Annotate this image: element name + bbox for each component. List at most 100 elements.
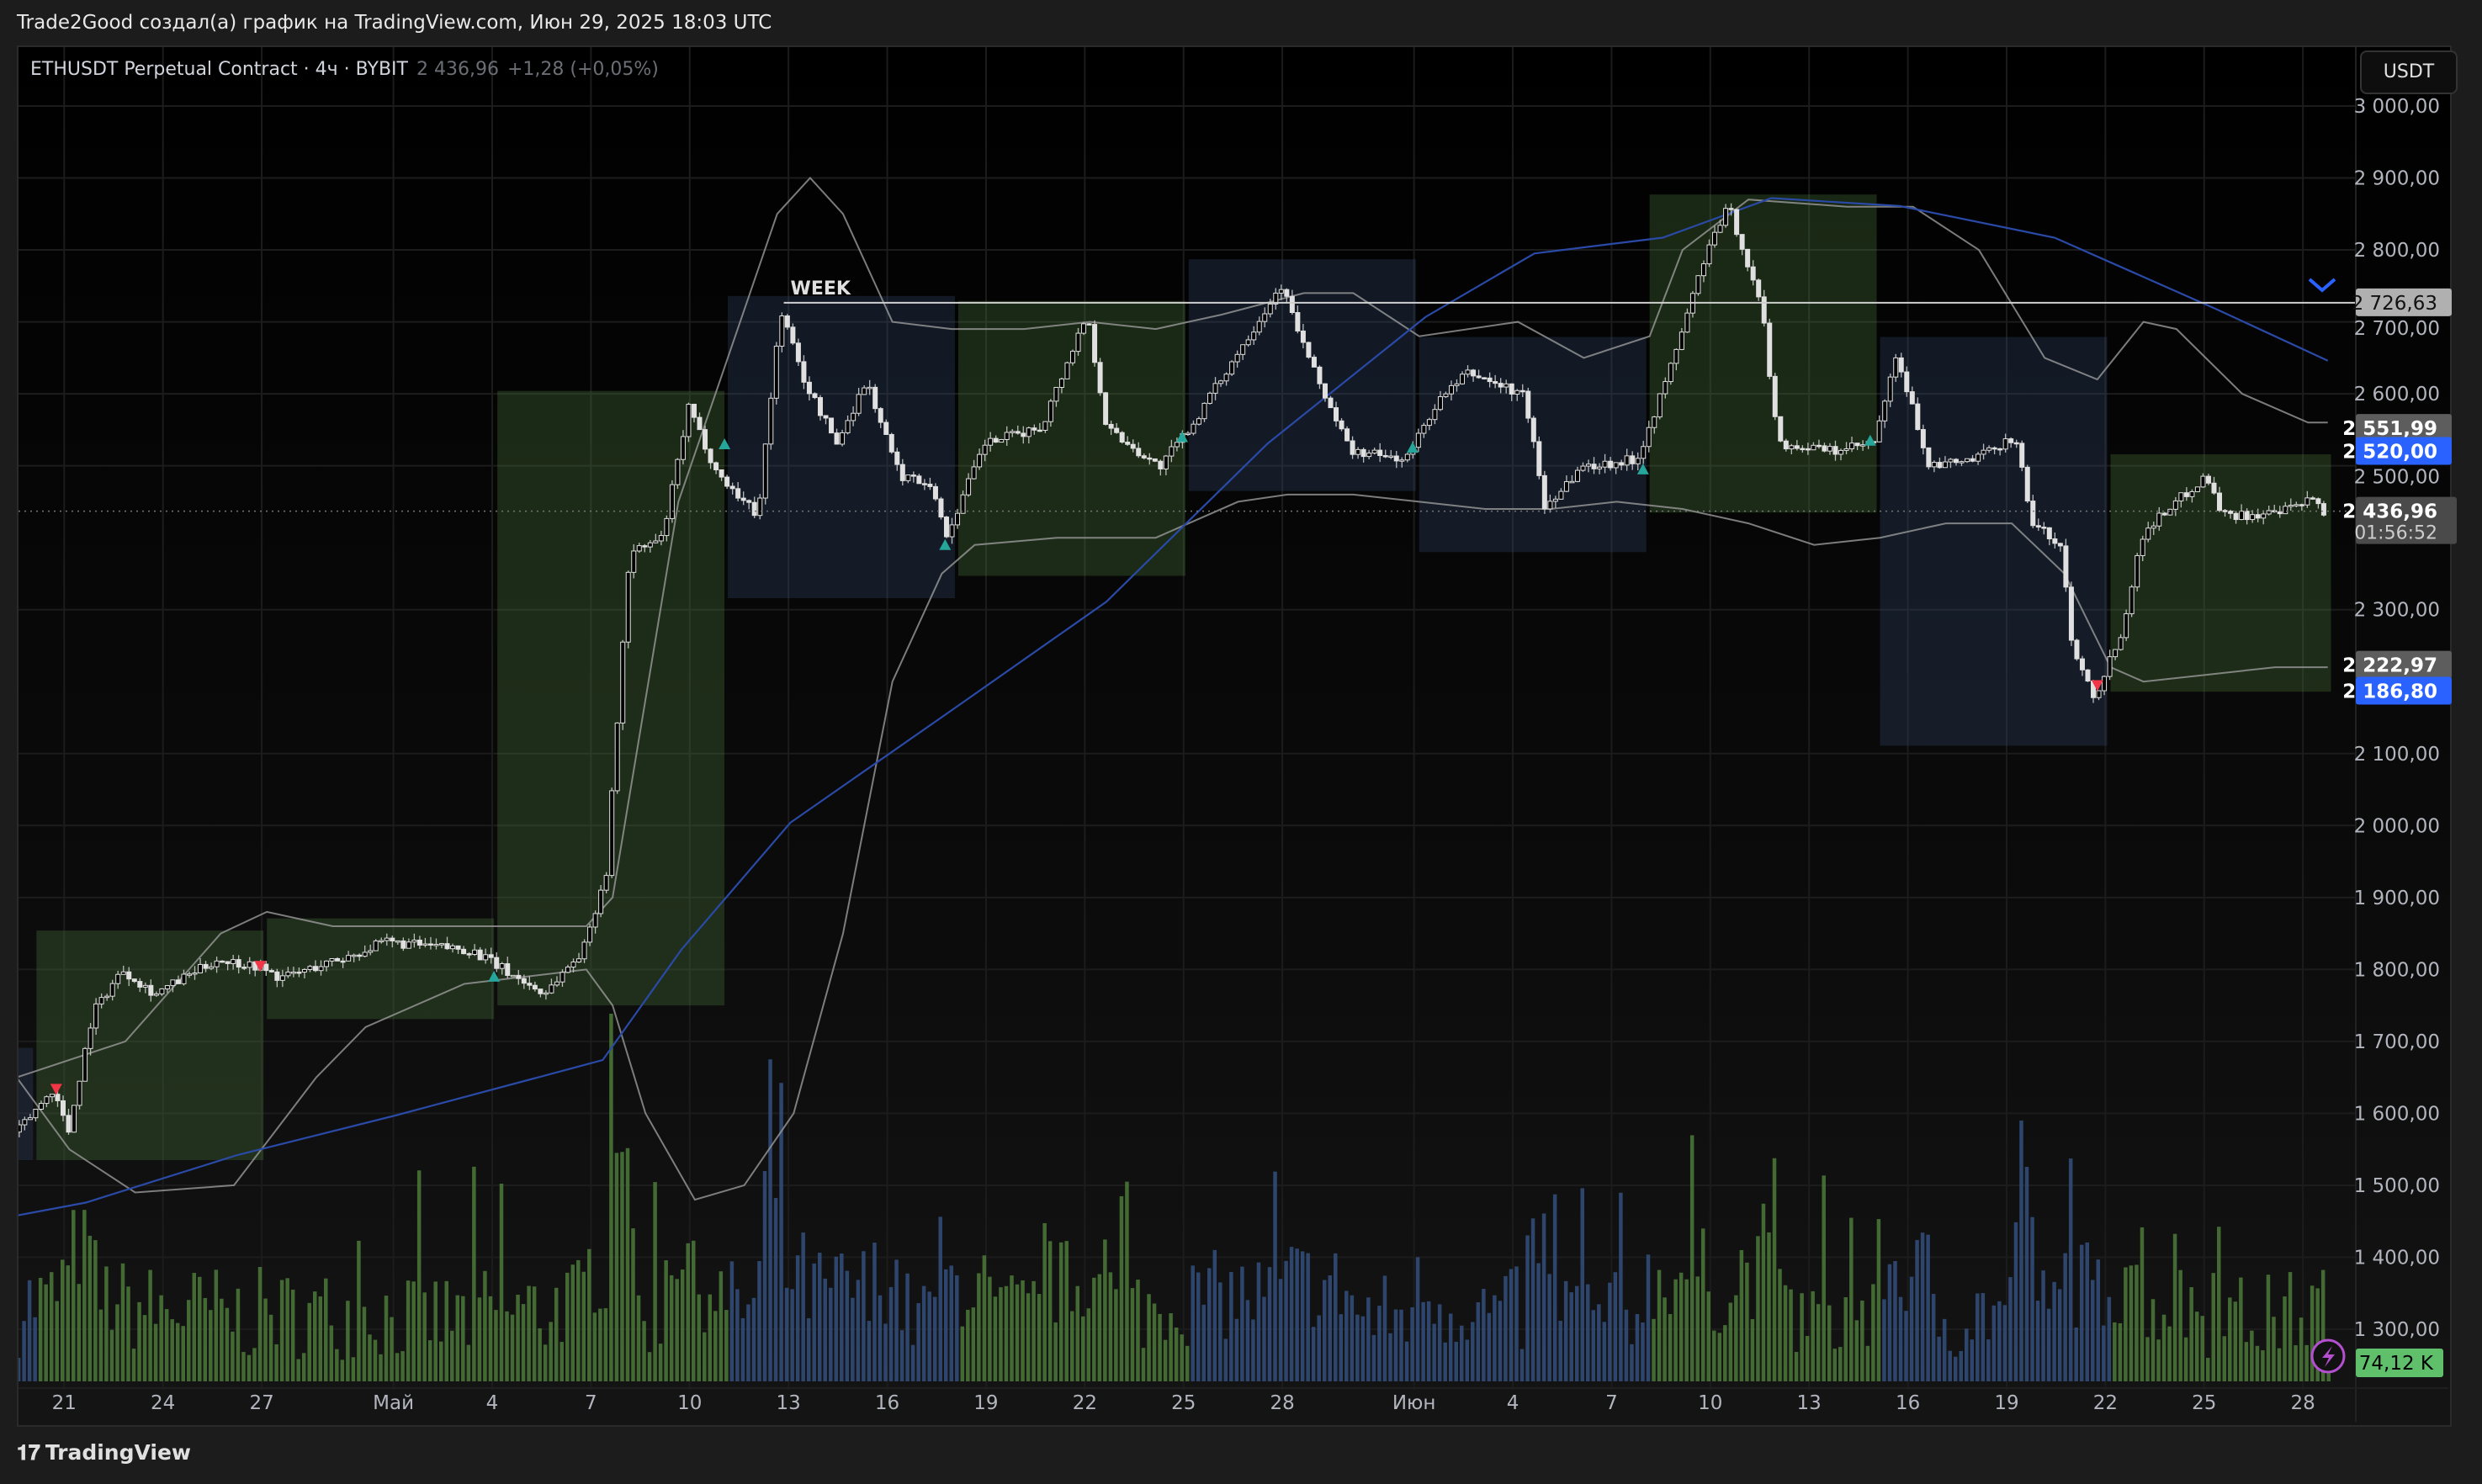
volume-bar xyxy=(1377,1306,1382,1381)
volume-bar xyxy=(1689,1135,1694,1381)
chart-pane[interactable] xyxy=(17,45,2452,1427)
candle-body xyxy=(2288,505,2294,507)
candle-body xyxy=(1739,234,1745,250)
volume-bar xyxy=(384,1296,389,1381)
candle-body xyxy=(2002,438,2008,450)
candle-body xyxy=(164,985,170,989)
candle-body xyxy=(131,978,137,983)
volume-bar xyxy=(312,1291,317,1381)
volume-bar xyxy=(1871,1284,1875,1381)
candle-body xyxy=(1169,446,1175,457)
volume-bar xyxy=(1306,1253,1310,1381)
time-tick-label: 19 xyxy=(973,1392,998,1414)
volume-bar xyxy=(203,1297,208,1381)
price-tick-label: 3 000,00 xyxy=(2354,96,2440,118)
candle-body xyxy=(1311,357,1317,368)
candle-body xyxy=(236,959,241,968)
volume-bar xyxy=(1410,1306,1414,1381)
candle-body xyxy=(1015,431,1021,434)
volume-bar xyxy=(1712,1330,1716,1381)
tv-logo-icon: 𝟏𝟕 xyxy=(17,1440,40,1465)
volume-bar xyxy=(1169,1313,1173,1381)
candle-body xyxy=(1114,427,1120,433)
volume-bar xyxy=(2283,1296,2287,1381)
volume-bar xyxy=(1097,1274,1102,1381)
volume-badge xyxy=(2356,1349,2443,1377)
candle-body xyxy=(263,963,269,972)
candle-body xyxy=(538,988,544,994)
volume-bar xyxy=(1108,1272,1113,1381)
candle-body xyxy=(636,545,642,552)
weekly-range-box xyxy=(728,295,955,599)
candle-body xyxy=(466,953,472,956)
candle-body xyxy=(38,1103,44,1110)
volume-bar xyxy=(1816,1304,1821,1381)
volume-bar xyxy=(812,1263,816,1381)
buy-signal-triangle xyxy=(1636,463,1649,474)
candle-body xyxy=(554,981,560,986)
volume-bar xyxy=(1652,1318,1656,1381)
candle-body xyxy=(279,975,285,981)
candle-body xyxy=(751,501,757,517)
volume-bar xyxy=(603,1308,608,1381)
volume-bar xyxy=(2239,1277,2243,1381)
time-tick-label: 19 xyxy=(1994,1392,2018,1414)
volume-bar xyxy=(1509,1269,1514,1381)
volume-bar xyxy=(2046,1308,2051,1381)
volume-bar xyxy=(2161,1314,2166,1381)
volume-bar xyxy=(477,1297,482,1381)
currency-button[interactable]: USDT xyxy=(2360,50,2458,94)
volume-bar xyxy=(1981,1293,1986,1381)
candle-body xyxy=(2261,513,2267,519)
time-tick-label: 4 xyxy=(486,1392,499,1414)
candle-body xyxy=(1849,443,1855,450)
volume-bar xyxy=(1849,1217,1854,1381)
volume-bar xyxy=(296,1359,300,1381)
time-tick-label: 27 xyxy=(249,1392,273,1414)
candle-body xyxy=(993,437,999,443)
volume-bar xyxy=(1602,1322,1607,1381)
candle-body xyxy=(691,403,697,418)
volume-bar xyxy=(455,1295,460,1381)
candle-body xyxy=(494,957,500,969)
candle-body xyxy=(1843,448,1849,451)
volume-bar xyxy=(416,1170,422,1381)
candle-body xyxy=(1931,462,1937,468)
volume-bar xyxy=(231,1331,235,1381)
candle-body xyxy=(757,497,763,517)
candle-body xyxy=(932,485,938,500)
volume-bar xyxy=(977,1273,981,1381)
candle-body xyxy=(1273,292,1279,305)
volume-bar xyxy=(845,1270,850,1381)
volume-bar xyxy=(2255,1345,2260,1381)
candle-body xyxy=(543,992,549,995)
candle-body xyxy=(324,960,330,967)
candle-body xyxy=(82,1047,88,1082)
candle-body xyxy=(93,1003,99,1029)
candle-body xyxy=(1750,266,1756,281)
tradingview-logo[interactable]: 𝟏𝟕 TradingView xyxy=(17,1440,191,1465)
candle-body xyxy=(1800,448,1806,451)
price-tick-label: 2 000,00 xyxy=(2354,815,2440,837)
candle-body xyxy=(55,1094,61,1101)
volume-bar xyxy=(1635,1314,1640,1381)
volume-bar xyxy=(1300,1251,1305,1381)
chevron-down-icon[interactable] xyxy=(2308,278,2336,293)
volume-bar xyxy=(1201,1304,1207,1381)
volume-bar xyxy=(1158,1313,1162,1381)
candle-body xyxy=(1240,344,1246,355)
volume-bar xyxy=(1552,1194,1557,1381)
volume-bar xyxy=(2113,1322,2117,1381)
candle-body xyxy=(724,476,730,487)
volume-bar xyxy=(834,1256,839,1381)
candle-body xyxy=(1245,339,1251,346)
candle-body xyxy=(2233,512,2239,521)
candle-body xyxy=(285,971,291,977)
price-tick-label: 2 500,00 xyxy=(2354,467,2440,489)
candle-body xyxy=(1887,376,1893,402)
volume-bar xyxy=(247,1354,252,1381)
candle-body xyxy=(1163,455,1169,469)
candle-body xyxy=(395,940,400,943)
symbol-legend[interactable]: ETHUSDT Perpetual Contract · 4ч · BYBIT 2… xyxy=(30,59,659,80)
